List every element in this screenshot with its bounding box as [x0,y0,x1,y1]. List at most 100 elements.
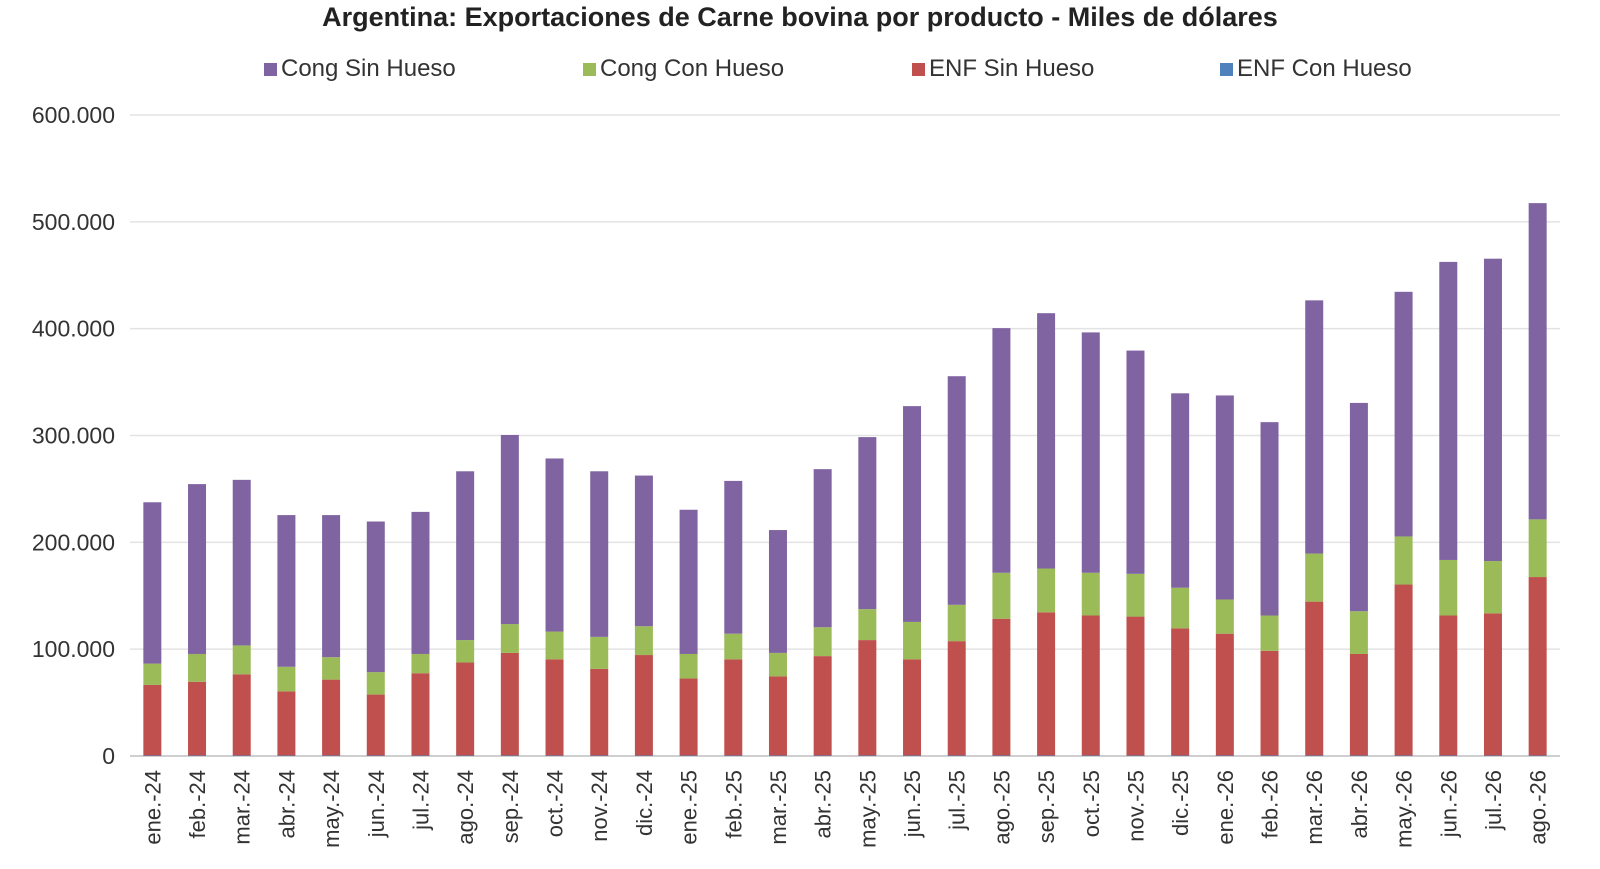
x-tick-label: may.-26 [1392,770,1417,848]
bar-segment [590,755,609,756]
bar-segment [1349,611,1368,654]
bar-segment [322,657,341,680]
bar-segment [1171,755,1190,756]
bar-segment [679,509,698,654]
x-tick-label: nov.-24 [587,770,612,842]
bar-segment [1439,559,1458,616]
bar-segment [903,755,922,756]
bar-segment [411,653,430,674]
bar-segment [1126,755,1145,756]
bar-segment [456,662,475,756]
x-tick-label: jun.-26 [1436,770,1461,838]
bar-segment [903,659,922,756]
x-tick-label: jun.-24 [364,770,389,838]
bar-segment [947,755,966,756]
bar-segment [1394,536,1413,585]
y-tick-label: 100.000 [32,636,115,662]
legend-swatch-enf-con-hueso [1220,62,1233,76]
y-tick-label: 500.000 [32,209,115,235]
bar-segment [1037,755,1056,756]
x-tick-label: abr.-24 [274,770,299,839]
bar-segment [232,645,251,675]
bar-segment [1483,613,1502,756]
bar-segment [724,633,743,660]
bar-segment [188,653,207,682]
bar-segment [634,755,653,756]
bar-segment [590,471,609,637]
bar-segment [1081,332,1100,573]
bar-segment [992,572,1011,619]
bar-segment [1215,755,1234,756]
bar-segment [813,627,832,657]
bar-segment [1260,422,1279,616]
bar-segment [1081,572,1100,616]
bar-segment [366,672,385,695]
bar-segment [143,663,162,685]
bar-segment [1483,561,1502,614]
bar-segment [724,659,743,756]
bar-segment [277,755,296,756]
x-tick-label: ago.-26 [1526,770,1551,845]
bar-segment [947,604,966,642]
legend-label-enf-con-hueso: ENF Con Hueso [1237,55,1412,82]
bar-segment [1260,755,1279,756]
bar-segment [322,679,341,756]
x-tick-label: ago.-24 [453,770,478,845]
x-tick-label: ene.-24 [140,770,165,845]
bar-segment [456,755,475,756]
bar-segment [903,621,922,660]
bar-segment [992,328,1011,573]
bar-segment [1037,568,1056,613]
bar-segment [411,511,430,654]
bar-segment [1394,755,1413,756]
bar-segment [813,755,832,756]
x-tick-label: ago.-25 [989,770,1014,845]
legend: Cong Sin Hueso Cong Con Hueso ENF Sin Hu… [0,52,1600,86]
legend-item-enf-con-hueso: ENF Con Hueso [1220,52,1412,86]
bar-segment [188,681,207,756]
bar-segment [1260,615,1279,651]
bar-segment [143,684,162,756]
bar-segment [590,668,609,756]
legend-label-enf-sin-hueso: ENF Sin Hueso [929,55,1095,82]
bar-segment [858,755,877,756]
bar-segment [232,674,251,756]
y-tick-label: 200.000 [32,529,115,555]
x-tick-label: may.-25 [855,770,880,848]
x-tick-label: jul.-26 [1481,770,1506,831]
bar-segment [724,480,743,634]
bar-segment [858,609,877,641]
bar-segment [1305,300,1324,554]
bar-segment [411,673,430,756]
bar-segment [634,655,653,756]
x-tick-label: oct.-24 [543,770,568,837]
bar-segment [1528,203,1547,520]
legend-item-cong-sin-hueso: Cong Sin Hueso [264,52,456,86]
bar-segment [1528,755,1547,756]
bar-segment [232,755,251,756]
bar-segment [590,636,609,669]
bar-segment [1439,615,1458,756]
x-tick-label: jul.-24 [408,770,433,831]
x-tick-label: mar.-25 [766,770,791,845]
bar-segment [232,479,251,646]
bar-segment [679,653,698,679]
bar-segment [456,640,475,663]
bar-segment [366,521,385,673]
bar-segment [1305,601,1324,756]
bar-segment [322,755,341,756]
bar-segment [768,755,787,756]
y-tick-label: 300.000 [32,423,115,449]
legend-swatch-cong-con-hueso [583,62,596,76]
x-tick-label: jul.-25 [945,770,970,831]
x-tick-label: oct.-25 [1079,770,1104,837]
legend-label-cong-sin-hueso: Cong Sin Hueso [281,55,456,82]
bar-segment [277,666,296,692]
x-tick-label: abr.-25 [811,770,836,839]
bar-segment [992,755,1011,756]
bar-segment [679,678,698,756]
bar-segment [768,652,787,677]
bar-segment [277,691,296,756]
x-tick-label: feb.-26 [1258,770,1283,839]
